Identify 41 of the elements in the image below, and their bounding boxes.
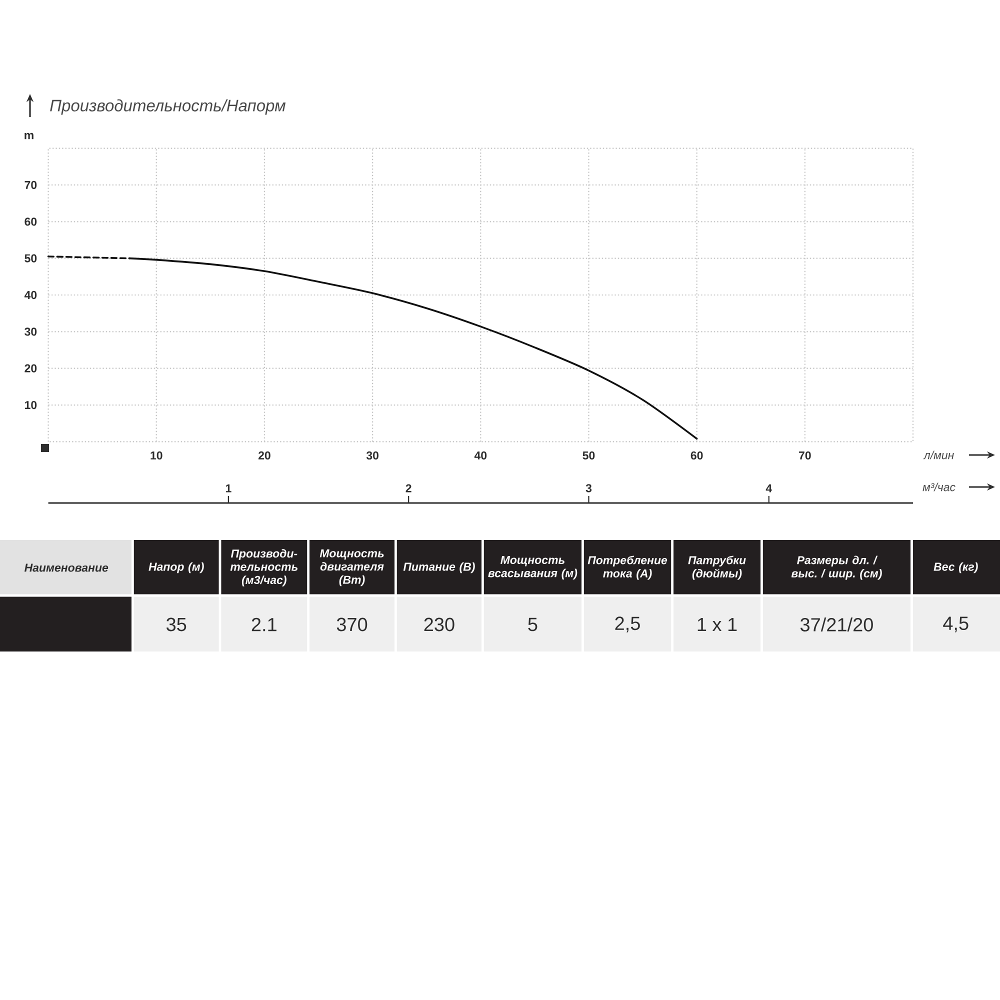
x-tick-label: 10: [150, 451, 162, 460]
text: 4,5: [943, 616, 968, 632]
y-tick-label: 30: [24, 328, 37, 336]
text: Наименование: [24, 564, 108, 572]
text: Производи-тельность (м3/час): [230, 549, 298, 586]
text: 2,5: [615, 616, 640, 632]
text: Мощность всасывания (м): [488, 556, 578, 580]
x2-axis-title: м³/час: [922, 482, 956, 492]
text: 2.1: [252, 618, 276, 632]
x2-tick-label: 4: [766, 484, 772, 492]
text: Питание (В): [403, 562, 475, 574]
y-tick-label: 70: [24, 180, 37, 190]
text: Потребление тока (А): [588, 556, 668, 580]
x-tick-label: 50: [582, 451, 595, 460]
text: Патрубки (дюймы): [688, 556, 746, 580]
text: 5: [528, 618, 538, 632]
text: 35: [166, 618, 186, 632]
text: Мощность двигателя (Вт): [320, 549, 384, 586]
y-tick-label: 10: [25, 400, 37, 410]
x2-tick-label: 2: [406, 484, 412, 492]
chart-title: Производительность/Напорм: [50, 99, 286, 115]
y-tick-label: 20: [24, 364, 37, 372]
text: Вес (кг): [934, 562, 978, 574]
y-tick-label: 60: [24, 218, 37, 226]
text: 370: [336, 618, 368, 632]
x2-tick-label: 1: [226, 484, 232, 492]
y-tick-label: 50: [24, 254, 37, 262]
text: 37/21/20: [800, 618, 873, 632]
x-tick-label: 30: [366, 451, 378, 460]
x-tick-label: 40: [474, 451, 487, 460]
x-tick-label: 70: [799, 451, 811, 460]
y-tick-label: 40: [24, 290, 37, 300]
x-tick-label: 60: [690, 451, 703, 460]
y-axis-title: m: [24, 132, 34, 140]
x-axis-title: л/мин: [923, 450, 954, 460]
text: 1 x 1: [698, 618, 737, 632]
text: Напор (м): [148, 562, 204, 574]
x-tick-label: 20: [258, 451, 270, 460]
x2-tick-label: 3: [586, 484, 592, 492]
text: 230: [424, 618, 454, 632]
text: Размеры дл. / выс. / шир. (см): [791, 556, 882, 580]
